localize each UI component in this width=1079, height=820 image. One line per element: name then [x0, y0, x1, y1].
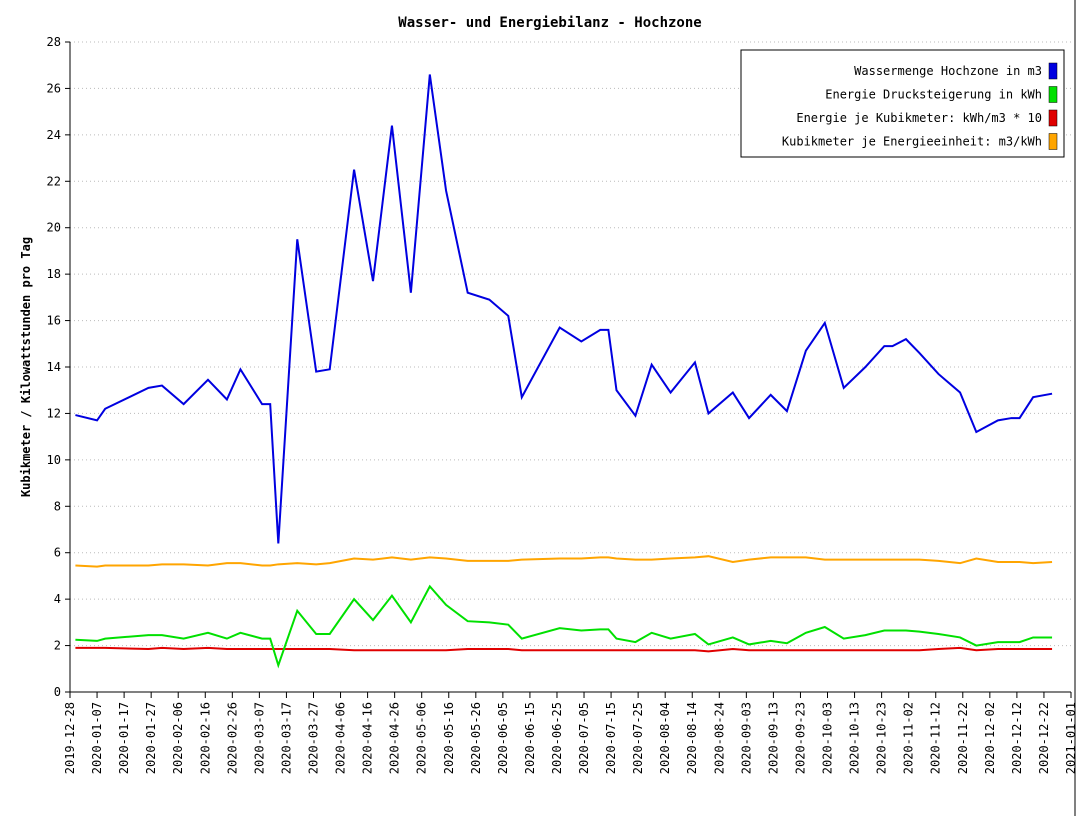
x-tick-label: 2020-07-05: [577, 702, 591, 774]
y-tick-label: 14: [47, 360, 61, 374]
y-tick-label: 24: [47, 128, 61, 142]
x-tick-label: 2020-12-12: [1010, 702, 1024, 774]
data-line: [75, 584, 1053, 669]
data-line: [75, 555, 1053, 568]
x-tick-label: 2020-06-15: [523, 702, 537, 774]
y-tick-label: 0: [54, 685, 61, 699]
y-tick-label: 18: [47, 267, 61, 281]
legend-label: Energie Drucksteigerung in kWh: [825, 88, 1042, 102]
x-tick-label: 2019-12-28: [63, 702, 77, 774]
x-tick-label: 2020-12-02: [983, 702, 997, 774]
x-tick-label: 2020-05-16: [442, 702, 456, 774]
x-tick-label: 2020-01-27: [144, 702, 158, 774]
x-tick-label: 2020-03-17: [279, 702, 293, 774]
legend-box: [740, 49, 1065, 158]
x-tick-label: 2020-08-04: [658, 702, 672, 774]
y-tick-label: 20: [47, 221, 61, 235]
x-tick-label: 2020-05-26: [469, 702, 483, 774]
y-tick-label: 16: [47, 314, 61, 328]
x-tick-label: 2020-06-05: [496, 702, 510, 774]
x-tick-label: 2020-03-07: [252, 702, 266, 774]
y-tick-label: 10: [47, 453, 61, 467]
x-tick-label: 2020-02-06: [171, 702, 185, 774]
y-tick-label: 22: [47, 174, 61, 188]
x-tick-label: 2020-10-13: [848, 702, 862, 774]
legend-label: Wassermenge Hochzone in m3: [854, 64, 1042, 78]
x-tick-label: 2020-11-22: [956, 702, 970, 774]
data-line: [75, 74, 1053, 544]
x-tick-label: 2020-04-06: [334, 702, 348, 774]
x-tick-label: 2020-04-26: [388, 702, 402, 774]
x-tick-label: 2020-08-14: [685, 702, 699, 774]
legend-swatch: [1048, 86, 1058, 103]
x-tick-label: 2020-07-25: [631, 702, 645, 774]
x-tick-label: 2020-10-23: [875, 702, 889, 774]
y-tick-label: 28: [47, 35, 61, 49]
y-tick-label: 6: [54, 546, 61, 560]
legend-swatch: [1048, 62, 1058, 80]
data-line: [75, 646, 1053, 653]
x-tick-label: 2020-06-25: [550, 702, 564, 774]
x-tick-label: 2021-01-01: [1064, 702, 1078, 774]
x-tick-label: 2020-01-17: [117, 702, 131, 774]
x-tick-label: 2020-11-02: [902, 702, 916, 774]
x-tick-label: 2020-08-24: [712, 702, 726, 774]
x-tick-label: 2020-02-16: [198, 702, 212, 774]
x-tick-label: 2020-04-16: [361, 702, 375, 774]
x-tick-label: 2020-09-13: [766, 702, 780, 774]
x-tick-label: 2020-09-23: [793, 702, 807, 774]
legend-swatch: [1048, 109, 1058, 127]
x-tick-label: 2020-05-06: [415, 702, 429, 774]
y-tick-label: 4: [54, 592, 61, 606]
x-tick-label: 2020-03-27: [306, 702, 320, 774]
x-tick-label: 2020-09-03: [739, 702, 753, 774]
legend-label: Energie je Kubikmeter: kWh/m3 * 10: [796, 111, 1042, 125]
x-tick-label: 2020-12-22: [1037, 702, 1051, 774]
legend-label: Kubikmeter je Energieeinheit: m3/kWh: [782, 135, 1042, 149]
x-tick-label: 2020-07-15: [604, 702, 618, 774]
y-tick-label: 8: [54, 499, 61, 513]
x-tick-label: 2020-11-12: [929, 702, 943, 774]
y-tick-label: 12: [47, 406, 61, 420]
legend-swatch: [1048, 133, 1058, 150]
x-tick-label: 2020-02-26: [225, 702, 239, 774]
x-tick-label: 2020-01-07: [90, 702, 104, 774]
chart-title: Wasser- und Energiebilanz - Hochzone: [398, 15, 701, 31]
y-tick-label: 26: [47, 81, 61, 95]
x-tick-label: 2020-10-03: [821, 702, 835, 774]
y-axis-label: Kubikmeter / Kilowattstunden pro Tag: [19, 237, 33, 497]
y-tick-label: 2: [54, 639, 61, 653]
